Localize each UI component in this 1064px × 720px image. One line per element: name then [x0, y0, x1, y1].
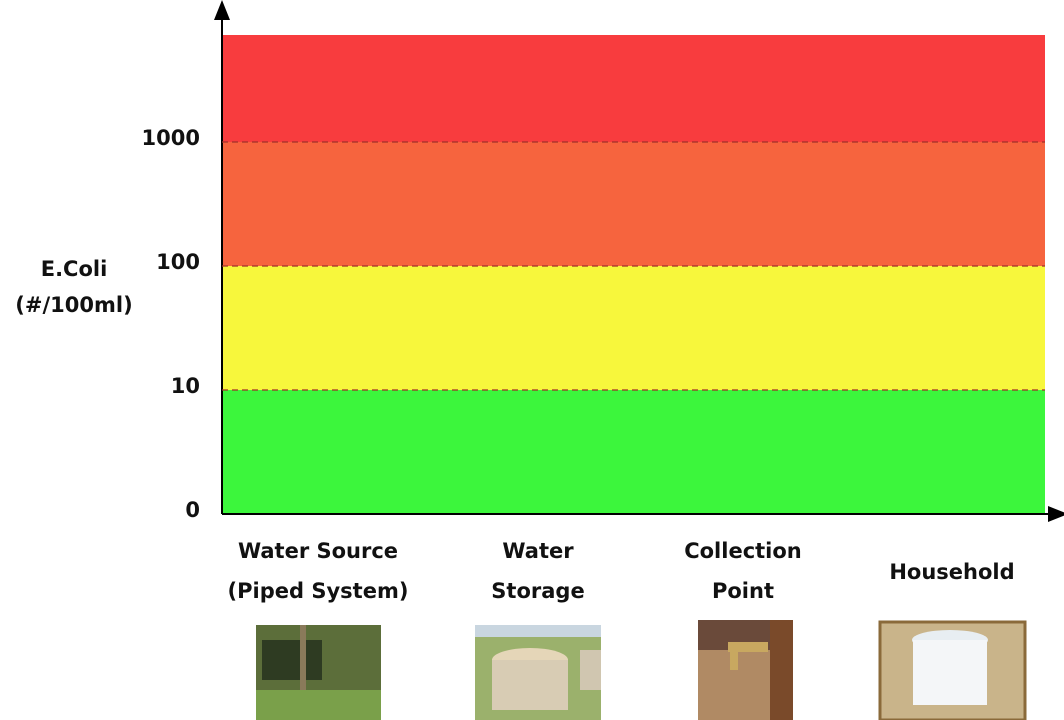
- bands: [222, 35, 1045, 514]
- category-label: Storage: [491, 579, 584, 603]
- risk-band: [222, 266, 1045, 390]
- risk-band: [222, 390, 1045, 514]
- photo-water-storage: [475, 625, 601, 720]
- category-label: Point: [712, 579, 774, 603]
- photo-household: [878, 620, 1027, 720]
- category-label: Household: [889, 560, 1014, 584]
- y-axis-label: (#/100ml): [15, 293, 132, 317]
- y-tick-label: 100: [156, 250, 200, 274]
- category-label: (Piped System): [228, 579, 409, 603]
- photo-collection-point: [698, 620, 793, 720]
- risk-band: [222, 142, 1045, 266]
- category-label: Collection: [684, 539, 802, 563]
- y-tick-label: 0: [185, 498, 200, 522]
- category-label: Water: [502, 539, 574, 563]
- risk-band: [222, 35, 1045, 142]
- y-tick-label: 1000: [142, 126, 200, 150]
- y-tick-label: 10: [171, 374, 200, 398]
- category-label: Water Source: [238, 539, 398, 563]
- y-axis-label: E.Coli: [41, 257, 108, 281]
- photo-water-source: [256, 625, 381, 720]
